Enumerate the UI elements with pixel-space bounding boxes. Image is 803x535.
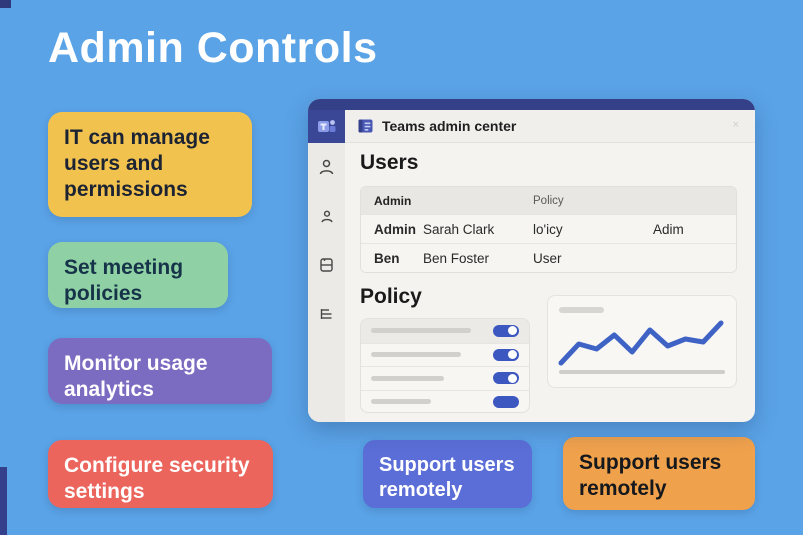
info-card-meeting-policies: Set meeting policies: [48, 242, 228, 308]
notebook-icon[interactable]: [319, 257, 335, 273]
info-card-label: Monitor usage analytics: [64, 352, 208, 402]
corner-accent: [0, 0, 11, 8]
info-card-label: Support users remotely: [579, 451, 722, 501]
info-card-label: IT can manage users and permissions: [64, 126, 210, 202]
policy-text-placeholder: [371, 328, 471, 334]
cell-policy: User: [533, 250, 562, 266]
notebook-icon: [358, 119, 373, 133]
policy-row: [361, 389, 529, 413]
chart-title-placeholder: [559, 307, 604, 313]
user-small-icon[interactable]: [319, 208, 335, 224]
window-appbar: Teams admin center ×: [345, 110, 755, 143]
info-card-support-remote-orange: Support users remotely: [563, 437, 755, 510]
users-heading: Users: [360, 151, 419, 174]
list-lines-icon[interactable]: [319, 306, 335, 322]
cell-name: Admin: [374, 221, 416, 237]
cell-policy: lo'icy: [533, 221, 563, 237]
toggle-switch[interactable]: [493, 372, 519, 385]
info-card-label: Configure security settings: [64, 454, 250, 504]
usage-chart-card: [547, 295, 737, 388]
info-card-security-settings: Configure security settings: [48, 440, 273, 508]
teams-logo-icon: [308, 110, 345, 143]
window-titlebar: [308, 99, 755, 110]
toggle-knob: [508, 326, 517, 336]
col-header-admin: Admin: [374, 193, 412, 208]
col-header-policy: Policy: [533, 194, 564, 207]
policy-row: [361, 319, 529, 343]
info-card-label: Support users remotely: [379, 454, 515, 501]
users-table-header: Admin Policy: [361, 187, 736, 214]
policy-heading: Policy: [360, 285, 422, 308]
teams-admin-window: Teams admin center ×: [308, 99, 755, 422]
cell-name: Ben: [374, 250, 400, 266]
users-table: Admin Policy Admin Sarah Clark lo'icy Ad…: [360, 186, 737, 273]
usage-line-chart: [558, 320, 724, 366]
app-title: Teams admin center: [382, 118, 517, 134]
policy-text-placeholder: [371, 375, 444, 381]
info-card-support-remote-blue: Support users remotely: [363, 440, 532, 508]
edge-accent: [0, 467, 7, 535]
chart-baseline: [559, 370, 725, 374]
toggle-switch[interactable]: [493, 395, 519, 408]
policy-row: [361, 342, 529, 367]
window-sidebar: [308, 143, 345, 422]
page-title: Admin Controls: [48, 24, 378, 72]
toggle-knob: [508, 373, 517, 383]
cell-role: Adim: [653, 221, 684, 237]
cell-full-name: Sarah Clark: [423, 221, 495, 237]
cell-full-name: Ben Foster: [423, 250, 490, 266]
user-icon[interactable]: [319, 159, 335, 175]
close-icon[interactable]: ×: [732, 119, 739, 131]
toggle-knob: [508, 350, 517, 360]
info-card-manage-users: IT can manage users and permissions: [48, 112, 252, 217]
table-row[interactable]: Admin Sarah Clark lo'icy Adim: [361, 214, 736, 243]
info-card-label: Set meeting policies: [64, 256, 184, 306]
toggle-switch[interactable]: [493, 348, 519, 361]
toggle-switch[interactable]: [493, 324, 519, 337]
policy-text-placeholder: [371, 352, 461, 358]
policy-text-placeholder: [371, 399, 431, 405]
policy-row: [361, 366, 529, 390]
info-card-usage-analytics: Monitor usage analytics: [48, 338, 272, 404]
table-row[interactable]: Ben Ben Foster User: [361, 243, 736, 272]
policy-toggles-card: [360, 318, 530, 413]
